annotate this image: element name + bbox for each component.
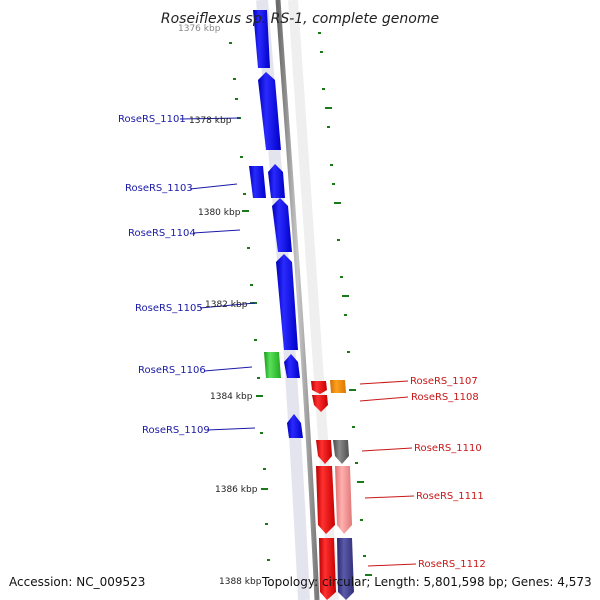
diagram-title: Roseiflexus sp. RS-1, complete genome	[161, 11, 439, 27]
gene-arrow-roseRS-1108[interactable]	[312, 395, 328, 412]
gene-arrow-roseRS-1103-a[interactable]	[249, 166, 266, 198]
gene-arrow-roseRS-1111-red[interactable]	[316, 466, 335, 534]
kbp-label: 1376 kbp	[178, 24, 221, 34]
gene-labels-right: RoseRS_1107 RoseRS_1108 RoseRS_1110 Rose…	[410, 376, 486, 570]
kbp-label: 1378 kbp	[189, 116, 232, 126]
gene-label[interactable]: RoseRS_1109	[142, 425, 210, 436]
gene-arrow-roseRS-1112[interactable]	[337, 538, 354, 600]
gene-arrow-roseRS-1106[interactable]	[264, 352, 281, 378]
gene-arrow-roseRS-1105[interactable]	[276, 254, 298, 350]
kbp-label: 1382 kbp	[205, 300, 248, 310]
leader-lines-right	[359, 380, 417, 567]
gene-arrow-top-blue[interactable]	[253, 10, 270, 68]
position-labels: 1376 kbp 1378 kbp 1380 kbp 1382 kbp 1384…	[178, 24, 262, 587]
gene-arrow-roseRS-1107[interactable]	[330, 380, 346, 393]
gene-arrow-roseRS-1106-b[interactable]	[284, 354, 300, 378]
gene-arrow-roseRS-1110[interactable]	[333, 440, 349, 464]
gene-arrow-roseRS-1104[interactable]	[272, 198, 292, 252]
gene-label[interactable]: RoseRS_1106	[138, 365, 206, 376]
gene-arrow-roseRS-1112-red[interactable]	[319, 538, 336, 600]
gene-labels-left: RoseRS_1101 RoseRS_1103 RoseRS_1104 Rose…	[118, 114, 210, 436]
gene-label[interactable]: RoseRS_1104	[128, 228, 196, 239]
kbp-label: 1386 kbp	[215, 485, 258, 495]
right-strand-genes	[311, 380, 354, 600]
gene-label[interactable]: RoseRS_1105	[135, 303, 203, 314]
accession-text: Accession: NC_009523	[9, 575, 145, 589]
genome-backbone	[275, 0, 320, 600]
gene-label[interactable]: RoseRS_1107	[410, 376, 478, 387]
gene-label[interactable]: RoseRS_1110	[414, 443, 482, 454]
gene-arrow-roseRS-1110-red[interactable]	[316, 440, 332, 464]
gene-arrow-roseRS-1101[interactable]	[258, 72, 281, 150]
gene-arrow-roseRS-1109[interactable]	[287, 414, 303, 438]
gene-label[interactable]: RoseRS_1103	[125, 183, 193, 194]
kbp-label: 1384 kbp	[210, 392, 253, 402]
gene-label[interactable]: RoseRS_1112	[418, 559, 486, 570]
gene-label[interactable]: RoseRS_1108	[411, 392, 479, 403]
leader-lines-left	[179, 117, 256, 431]
gene-label[interactable]: RoseRS_1101	[118, 114, 186, 125]
gene-label[interactable]: RoseRS_1111	[416, 491, 484, 502]
gene-arrow-roseRS-1103-b[interactable]	[268, 164, 285, 198]
kbp-label: 1380 kbp	[198, 208, 241, 218]
tick-marks-right	[318, 32, 372, 576]
gene-arrow-roseRS-1111[interactable]	[335, 466, 352, 534]
gene-arrow-roseRS-1107-red[interactable]	[311, 381, 327, 394]
topology-text: Topology: circular; Length: 5,801,598 bp…	[261, 575, 592, 589]
left-strand-genes	[249, 10, 303, 438]
kbp-label: 1388 kbp	[219, 577, 262, 587]
